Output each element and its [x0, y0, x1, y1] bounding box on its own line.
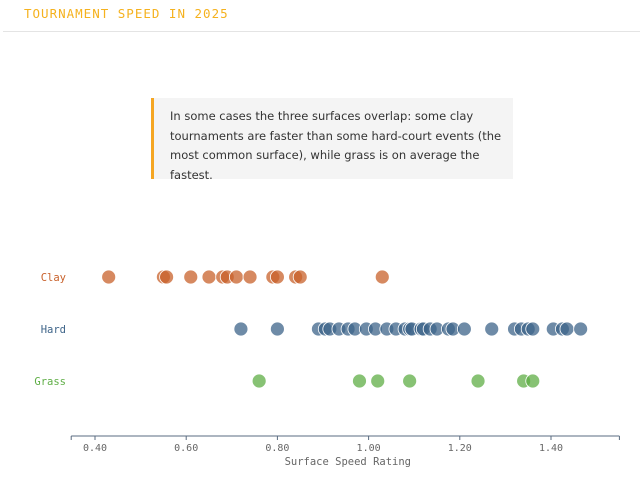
x-tick-label: 1.20 — [448, 443, 472, 454]
dot-clay — [228, 269, 244, 285]
dot-grass — [370, 373, 386, 389]
dot-grass — [402, 373, 418, 389]
dot-clay — [101, 269, 117, 285]
dot-hard — [573, 321, 589, 337]
dot-clay — [269, 269, 285, 285]
dot-clay — [374, 269, 390, 285]
dot-hard — [484, 321, 500, 337]
dot-grass — [525, 373, 541, 389]
x-tick-label: 0.40 — [83, 443, 107, 454]
row-label-grass: Grass — [34, 376, 66, 388]
header-divider — [3, 31, 640, 32]
x-tick-label: 1.40 — [539, 443, 563, 454]
dot-hard — [525, 321, 541, 337]
row-label-clay: Clay — [41, 272, 66, 284]
dot-clay — [201, 269, 217, 285]
dot-grass — [251, 373, 267, 389]
annotation-callout: In some cases the three surfaces overlap… — [151, 98, 513, 182]
dot-hard — [559, 321, 575, 337]
dot-hard — [233, 321, 249, 337]
dot-clay — [183, 269, 199, 285]
chart-title: TOURNAMENT SPEED IN 2025 — [24, 6, 229, 21]
dot-clay — [292, 269, 308, 285]
row-label-hard: Hard — [41, 324, 66, 336]
dot-clay — [242, 269, 258, 285]
x-axis-label: Surface Speed Rating — [285, 456, 411, 468]
x-tick-label: 0.60 — [174, 443, 198, 454]
x-tick-label: 1.00 — [357, 443, 381, 454]
dot-hard — [456, 321, 472, 337]
dot-grass — [470, 373, 486, 389]
dot-clay — [159, 269, 174, 285]
dot-grass — [352, 373, 367, 389]
dot-hard — [269, 321, 285, 337]
x-tick-label: 0.80 — [265, 443, 289, 454]
